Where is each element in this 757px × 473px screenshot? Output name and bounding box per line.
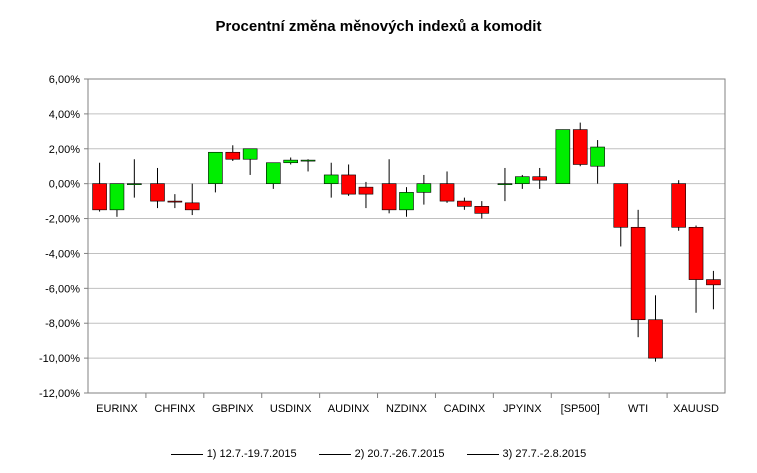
candle-body (532, 176, 547, 181)
candle-body (613, 183, 629, 228)
candle-body (242, 148, 258, 160)
y-tick-label: 0,00% (49, 179, 80, 191)
candle-body (416, 183, 432, 193)
candle-body (208, 151, 223, 184)
y-tick-label: 2,00% (49, 144, 80, 156)
legend-line-icon (466, 453, 499, 455)
legend-line-icon (318, 453, 351, 455)
x-tick-label: USDINX (270, 403, 312, 415)
candle-body (300, 159, 316, 162)
candle-body (225, 151, 241, 160)
x-tick-label: JPYINX (503, 403, 542, 415)
candle-body (283, 159, 298, 164)
legend-label: 2) 20.7.-26.7.2015 (354, 448, 445, 460)
x-tick-label: XAUUSD (673, 403, 719, 415)
chart-title: Procentní změna měnových indexů a komodi… (215, 18, 542, 35)
legend-label: 1) 12.7.-19.7.2015 (206, 448, 297, 460)
candle-body (381, 183, 397, 211)
legend-line-icon (170, 453, 203, 455)
candle-body (474, 206, 490, 214)
x-tick-label: GBPINX (212, 403, 254, 415)
candle-body (150, 183, 165, 202)
x-tick-label: CHFINX (154, 403, 196, 415)
y-tick-label: -12,00% (39, 388, 80, 400)
candle-body (457, 200, 472, 207)
x-tick-label: WTI (628, 403, 648, 415)
x-tick-label: EURINX (96, 403, 138, 415)
candle-body (590, 146, 605, 167)
y-tick-label: -10,00% (39, 353, 80, 365)
candle-body (127, 183, 142, 185)
candle-body (399, 192, 414, 211)
candle-body (688, 226, 704, 280)
candle-body (167, 200, 183, 203)
candle-body (92, 183, 107, 211)
candle-body (515, 176, 530, 184)
x-tick-label: CADINX (444, 403, 486, 415)
candle-body (109, 183, 125, 211)
y-tick-label: 6,00% (49, 74, 80, 86)
candle-body (266, 162, 281, 184)
y-tick-label: -4,00% (45, 248, 80, 260)
legend-item-series-3: 3) 27.7.-2.8.2015 (466, 448, 587, 460)
plot-border (87, 78, 726, 394)
y-tick-label: -2,00% (45, 214, 80, 226)
x-tick-label: AUDINX (328, 403, 370, 415)
y-tick-label: -6,00% (45, 283, 80, 295)
candle-body (323, 174, 339, 184)
candle-body (439, 183, 455, 202)
candle-body (341, 174, 356, 195)
x-tick-label: [SP500] (561, 403, 600, 415)
legend-item-series-2: 2) 20.7.-26.7.2015 (318, 448, 445, 460)
candle-body (497, 183, 513, 185)
legend-item-series-1: 1) 12.7.-19.7.2015 (170, 448, 297, 460)
candle-body (184, 202, 200, 211)
candle-body (630, 226, 646, 321)
candle-body (648, 319, 663, 359)
y-tick-label: -8,00% (45, 318, 80, 330)
candle-body (555, 129, 571, 184)
candle-body (572, 129, 588, 165)
candle-body (358, 186, 374, 195)
candle-body (706, 279, 721, 286)
chart-legend: 1) 12.7.-19.7.2015 2) 20.7.-26.7.2015 3)… (0, 448, 757, 460)
y-tick-label: 4,00% (49, 109, 80, 121)
x-tick-label: NZDINX (386, 403, 428, 415)
legend-label: 3) 27.7.-2.8.2015 (502, 448, 587, 460)
candle-body (671, 183, 686, 228)
